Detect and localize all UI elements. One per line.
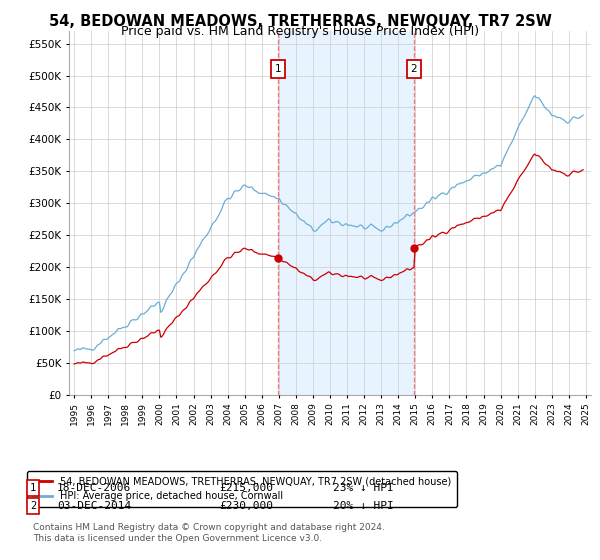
Text: £215,000: £215,000 (219, 483, 273, 493)
Text: 1: 1 (275, 64, 281, 74)
Legend: 54, BEDOWAN MEADOWS, TRETHERRAS, NEWQUAY, TR7 2SW (detached house), HPI: Average: 54, BEDOWAN MEADOWS, TRETHERRAS, NEWQUAY… (27, 470, 457, 507)
Text: 2: 2 (410, 64, 417, 74)
Text: 1: 1 (30, 483, 36, 493)
Text: 2: 2 (30, 501, 36, 511)
Text: 18-DEC-2006: 18-DEC-2006 (57, 483, 131, 493)
Text: Contains HM Land Registry data © Crown copyright and database right 2024.
This d: Contains HM Land Registry data © Crown c… (33, 524, 385, 543)
Text: 54, BEDOWAN MEADOWS, TRETHERRAS, NEWQUAY, TR7 2SW: 54, BEDOWAN MEADOWS, TRETHERRAS, NEWQUAY… (49, 14, 551, 29)
Text: 20% ↓ HPI: 20% ↓ HPI (333, 501, 394, 511)
Text: Price paid vs. HM Land Registry's House Price Index (HPI): Price paid vs. HM Land Registry's House … (121, 25, 479, 38)
Text: 03-DEC-2014: 03-DEC-2014 (57, 501, 131, 511)
Text: 23% ↓ HPI: 23% ↓ HPI (333, 483, 394, 493)
Text: £230,000: £230,000 (219, 501, 273, 511)
Bar (278, 31, 414, 395)
